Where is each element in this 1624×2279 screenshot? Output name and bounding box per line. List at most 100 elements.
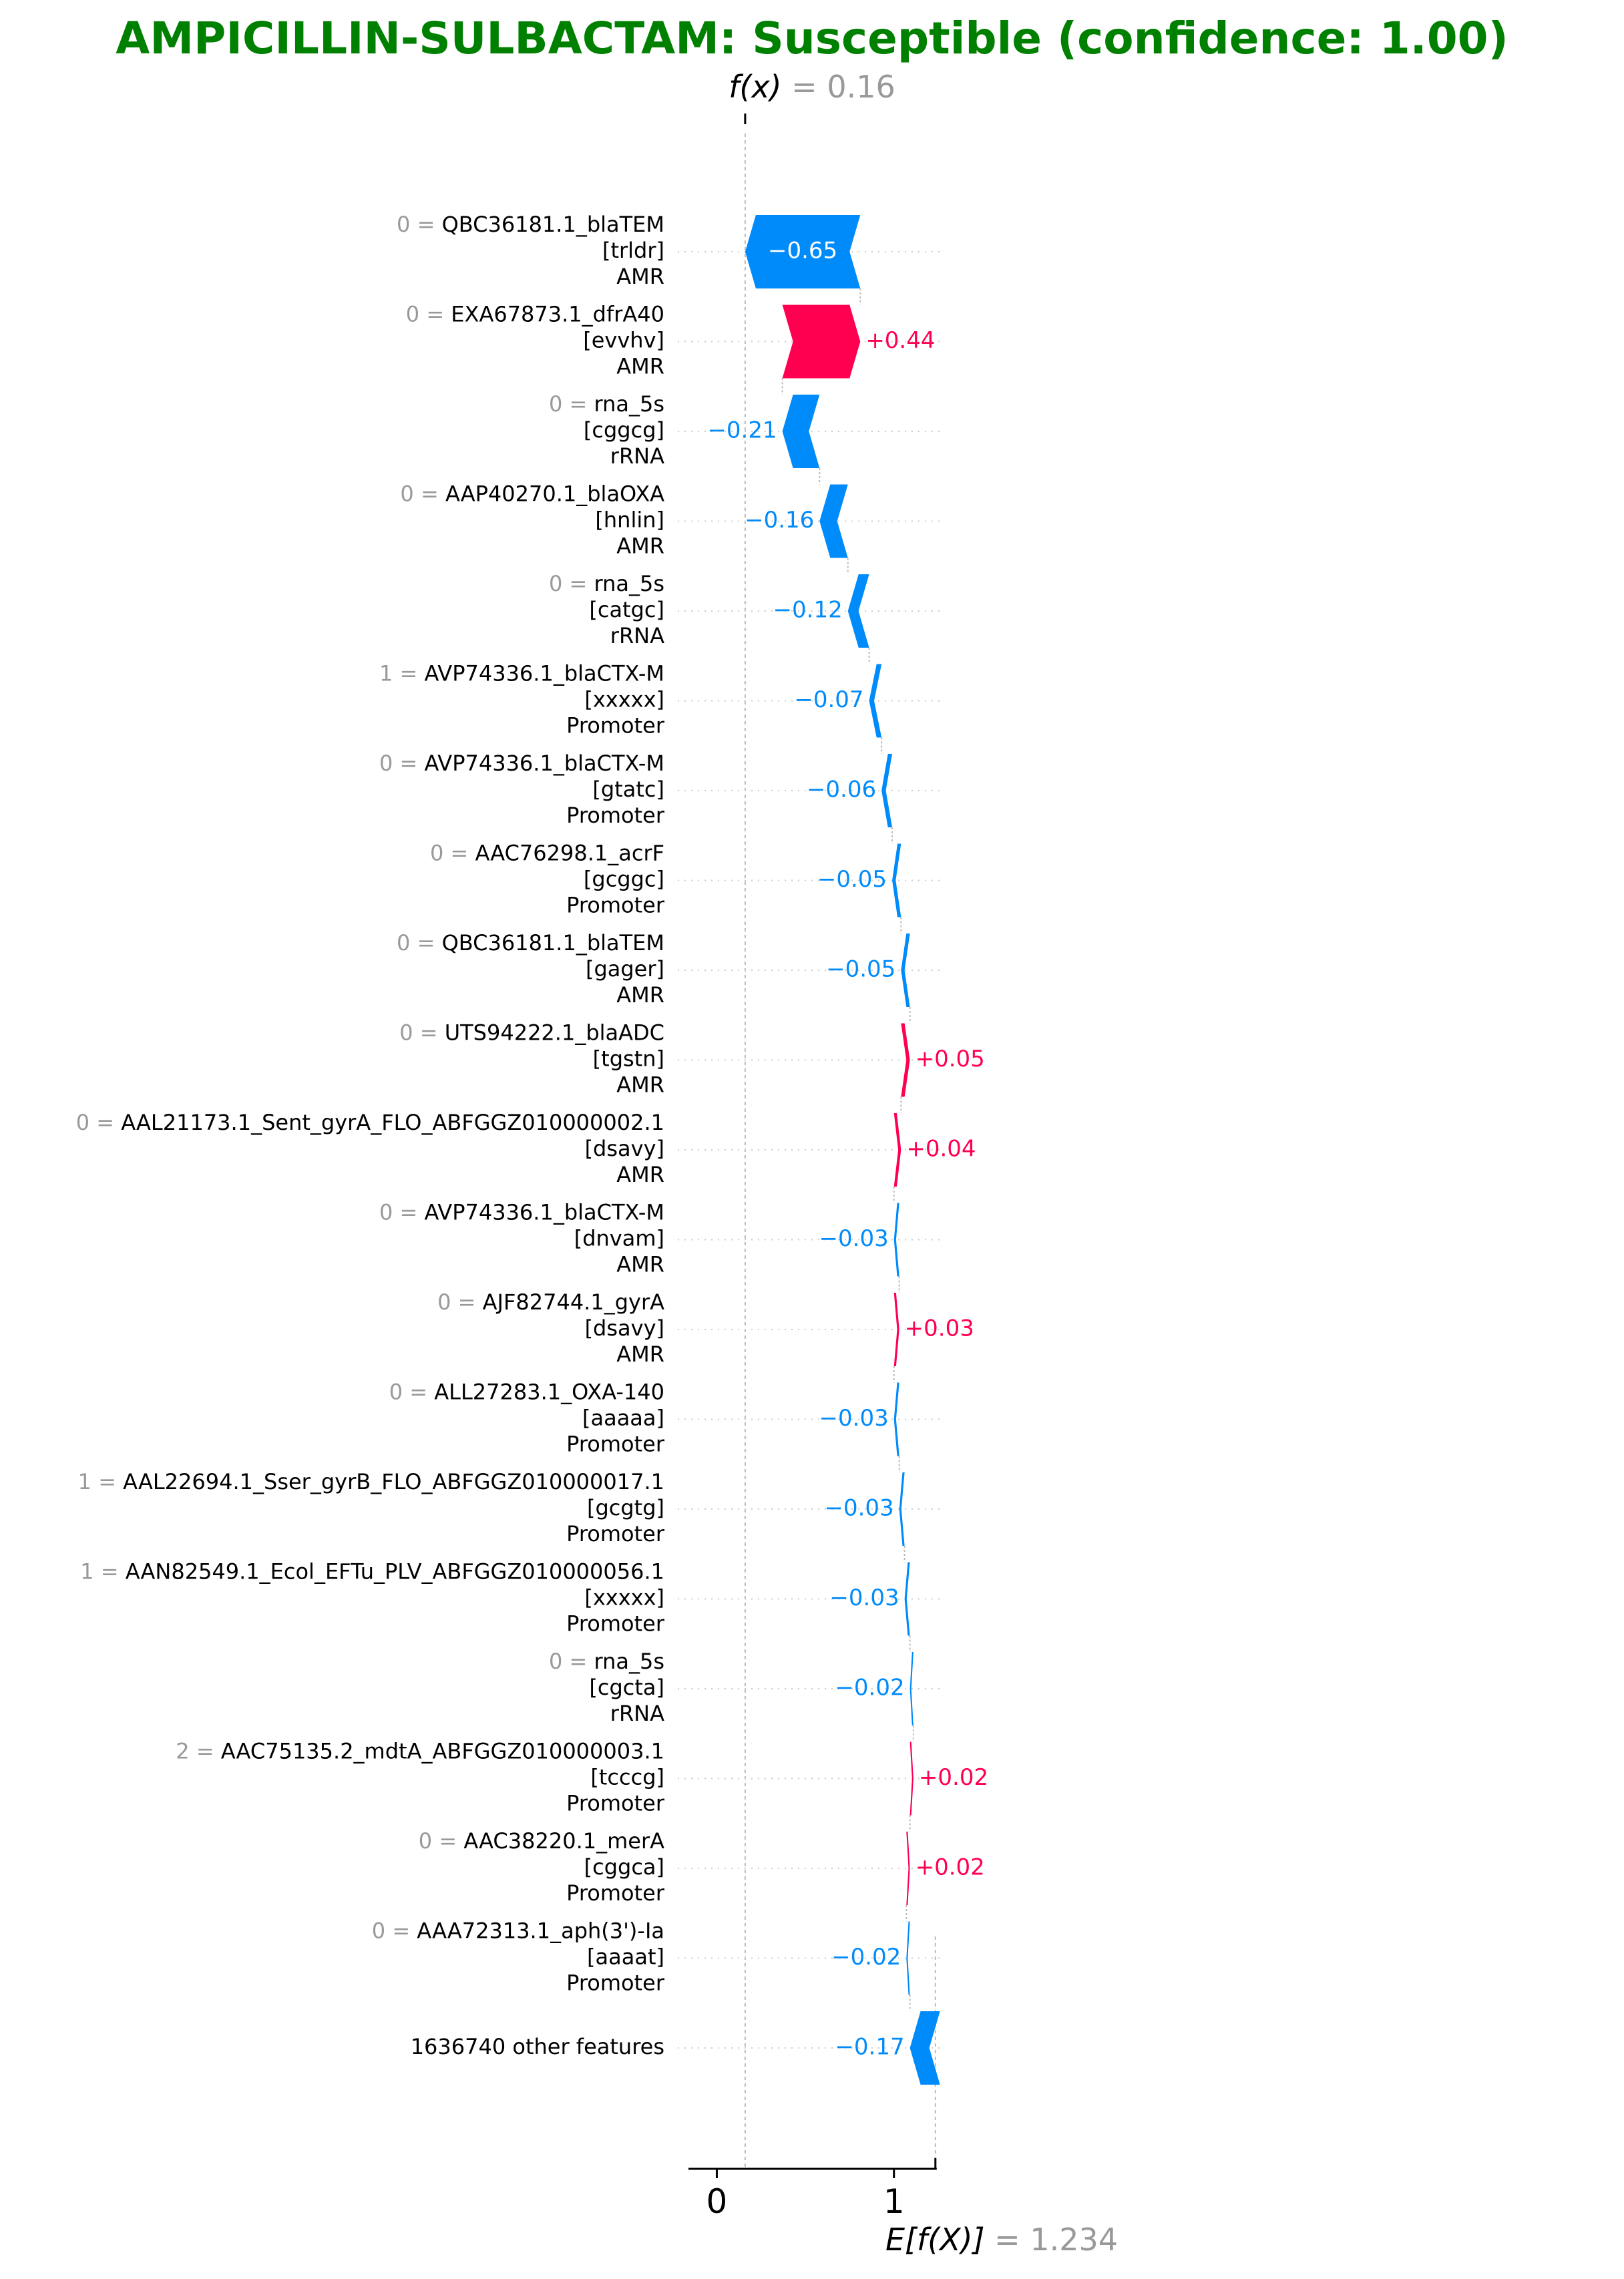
- chart-title: AMPICILLIN-SULBACTAM: Susceptible (confi…: [116, 13, 1508, 64]
- ex-value: 1.234: [1030, 2222, 1118, 2258]
- feature-value: 0 =: [372, 1918, 417, 1944]
- feature-name: rna_5s: [594, 1649, 664, 1674]
- feature-value: 0 =: [399, 1020, 445, 1046]
- feature-category-label: AMR: [616, 264, 664, 289]
- feature-kmer-label: [gcgtg]: [587, 1495, 664, 1520]
- positive-contribution-bar: [893, 1293, 899, 1366]
- feature-name-label: 0 = AVP74336.1_blaCTX-M: [379, 1200, 664, 1225]
- feature-value: 0 =: [406, 302, 451, 327]
- feature-category-label: rRNA: [610, 443, 664, 469]
- negative-contribution-bar: [899, 1472, 905, 1546]
- negative-contribution-bar: [906, 1921, 910, 1995]
- bar-value-label: −0.03: [829, 1585, 899, 1611]
- positive-contribution-bar: [901, 1023, 910, 1097]
- bar-value-label: +0.02: [916, 1854, 985, 1881]
- bar-value-label: −0.03: [824, 1495, 893, 1522]
- feature-name: AAN82549.1_Ecol_EFTu_PLV_ABFGGZ010000056…: [126, 1559, 664, 1585]
- ex-label: E[f(X)]: [885, 2222, 985, 2258]
- feature-value: 0 =: [430, 841, 475, 866]
- bar-value-label: −0.06: [807, 777, 876, 803]
- feature-name-label: 2 = AAC75135.2_mdtA_ABFGGZ010000003.1: [176, 1739, 664, 1764]
- feature-name: QBC36181.1_blaTEM: [442, 212, 664, 237]
- feature-name-label: 0 = AAA72313.1_aph(3')-Ia: [372, 1918, 664, 1944]
- negative-contribution-bar: [893, 1203, 899, 1277]
- feature-name-label: 1 = AAN82549.1_Ecol_EFTu_PLV_ABFGGZ01000…: [80, 1559, 664, 1585]
- feature-value: 2 =: [176, 1739, 221, 1764]
- bar-value-label: −0.12: [773, 597, 843, 624]
- negative-contribution-bar: [901, 934, 910, 1007]
- positive-contribution-bar: [893, 1113, 901, 1187]
- feature-name-label: 0 = AVP74336.1_blaCTX-M: [379, 751, 664, 776]
- positive-contribution-bar: [782, 304, 861, 379]
- feature-category-label: Promoter: [566, 713, 665, 739]
- bar-value-label: +0.03: [905, 1315, 974, 1342]
- feature-name: QBC36181.1_blaTEM: [442, 930, 664, 956]
- feature-value: 0 =: [397, 212, 442, 237]
- feature-name-label: 0 = ALL27283.1_OXA-140: [389, 1380, 664, 1405]
- feature-category-label: Promoter: [566, 1521, 665, 1546]
- feature-category-label: AMR: [616, 1072, 664, 1098]
- feature-category-label: rRNA: [610, 1701, 664, 1726]
- feature-name-label: 0 = AAP40270.1_blaOXA: [400, 481, 664, 507]
- feature-name-label: 0 = QBC36181.1_blaTEM: [397, 212, 664, 237]
- feature-name: AVP74336.1_blaCTX-M: [424, 661, 664, 686]
- svg-text:f(x) = 0.16: f(x) = 0.16: [729, 69, 895, 105]
- feature-name-label: 0 = AAL21173.1_Sent_gyrA_FLO_ABFGGZ01000…: [76, 1110, 664, 1135]
- feature-name: AAC76298.1_acrF: [475, 841, 664, 866]
- feature-value: 0 =: [437, 1289, 483, 1315]
- feature-kmer-label: [xxxxx]: [584, 687, 664, 712]
- feature-kmer-label: [hnlin]: [595, 507, 664, 533]
- feature-name: AVP74336.1_blaCTX-M: [424, 1200, 664, 1225]
- feature-name: UTS94222.1_blaADC: [445, 1020, 664, 1046]
- feature-name: AAC75135.2_mdtA_ABFGGZ010000003.1: [221, 1739, 664, 1764]
- feature-category-label: Promoter: [566, 1971, 665, 1996]
- feature-value: 0 =: [400, 481, 445, 507]
- bar-value-label: −0.05: [826, 956, 895, 983]
- feature-value: 0 =: [549, 391, 594, 417]
- feature-category-label: AMR: [616, 982, 664, 1008]
- fx-equals: =: [791, 69, 827, 105]
- negative-contribution-bar: [909, 2011, 940, 2085]
- negative-contribution-bar: [782, 395, 820, 468]
- feature-value: 1 =: [80, 1559, 126, 1585]
- feature-category-label: AMR: [616, 534, 664, 559]
- feature-category-label: AMR: [616, 354, 664, 379]
- feature-kmer-label: [aaaat]: [587, 1944, 664, 1970]
- feature-kmer-label: [xxxxx]: [584, 1585, 664, 1611]
- feature-kmer-label: [evvhv]: [583, 328, 664, 353]
- feature-name-label: 0 = rna_5s: [549, 571, 664, 596]
- feature-name-label: 1 = AVP74336.1_blaCTX-M: [379, 661, 664, 686]
- feature-category-label: Promoter: [566, 1432, 665, 1457]
- feature-kmer-label: [aaaaa]: [582, 1406, 664, 1431]
- feature-value: 0 =: [397, 930, 442, 956]
- feature-kmer-label: [dsavy]: [585, 1136, 664, 1161]
- positive-contribution-bar: [909, 1741, 914, 1816]
- x-tick-label: 0: [706, 2182, 728, 2221]
- feature-category-label: Promoter: [566, 1791, 665, 1816]
- bar-value-label: +0.02: [919, 1764, 988, 1791]
- x-tick-label: 1: [883, 2182, 905, 2221]
- ex-equals: =: [994, 2222, 1030, 2258]
- feature-value: 1 =: [379, 661, 425, 686]
- fx-annotation: f(x) = 0.16: [729, 69, 895, 105]
- feature-value: 0 =: [76, 1110, 122, 1135]
- ex-annotation: E[f(X)] = 1.234: [885, 2222, 1118, 2258]
- bar-value-label: −0.03: [819, 1405, 889, 1432]
- negative-contribution-bar: [745, 215, 861, 288]
- bar-value-label: +0.44: [865, 327, 935, 354]
- feature-name: AJF82744.1_gyrA: [483, 1289, 664, 1315]
- feature-name: AVP74336.1_blaCTX-M: [424, 751, 664, 776]
- feature-value: 0 =: [419, 1828, 464, 1854]
- feature-name-label: 0 = EXA67873.1_dfrA40: [406, 302, 664, 327]
- bar-value-label: −0.05: [817, 866, 887, 893]
- feature-category-label: Promoter: [566, 1611, 665, 1637]
- feature-name: AAA72313.1_aph(3')-Ia: [417, 1918, 664, 1944]
- feature-name: ALL27283.1_OXA-140: [434, 1380, 664, 1405]
- bar-value-label: −0.16: [745, 507, 814, 534]
- feature-name: rna_5s: [594, 571, 664, 596]
- feature-kmer-label: [gager]: [586, 956, 664, 982]
- feature-kmer-label: [cgcta]: [589, 1675, 664, 1700]
- feature-category-label: AMR: [616, 1252, 664, 1277]
- negative-contribution-bar: [892, 843, 901, 917]
